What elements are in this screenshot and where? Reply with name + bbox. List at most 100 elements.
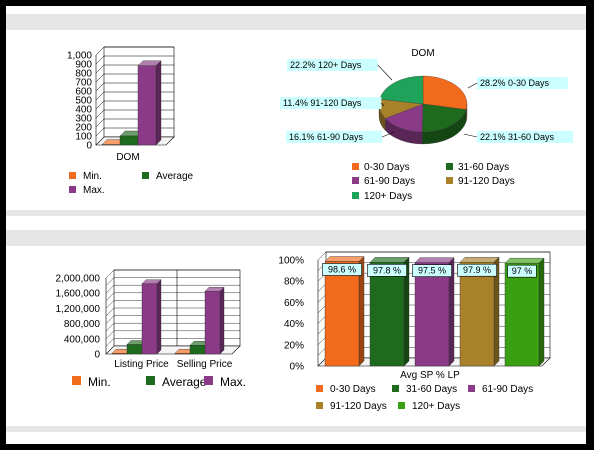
chart2-legend-swatch <box>446 177 453 184</box>
chart3-gridline <box>105 323 240 332</box>
chart2-legend-label: 0-30 Days <box>364 162 410 173</box>
chart3-x-tick: Listing Price <box>114 359 169 370</box>
chart3-gridline <box>105 315 240 324</box>
chart4-bar-top <box>324 256 365 262</box>
chart2-legend-swatch <box>352 192 359 199</box>
chart3-gridline <box>105 292 240 301</box>
chart1-bar-front <box>137 65 157 146</box>
chart4-legend-label: 31-60 Days <box>406 384 457 395</box>
chart3-legend-label: Average <box>162 375 207 389</box>
chart4-bar <box>414 257 455 367</box>
chart4-bar <box>459 256 500 367</box>
chart3-gridline <box>105 300 240 309</box>
chart4-bar-front <box>459 262 495 367</box>
chart2-legend-label: 120+ Days <box>364 191 412 202</box>
chart3-gridline <box>105 330 240 339</box>
chart1-y-tick: 200 <box>75 123 92 134</box>
chart2-callout-line <box>377 64 393 81</box>
chart1-bar-side <box>155 60 162 146</box>
chart4-y-tick: 0% <box>290 362 305 373</box>
chart1-y-tick: 0 <box>86 141 92 152</box>
chart3-legend-swatch <box>204 376 213 385</box>
chart2-callout-box <box>477 77 568 89</box>
chart3-y-tick: 2,000,000 <box>56 274 101 285</box>
chart4-bar-front <box>369 262 405 367</box>
chart4-bar-top <box>459 257 500 263</box>
chart4-x-tick: Avg SP % LP <box>400 370 460 381</box>
chart4-y-tick: 80% <box>284 277 304 288</box>
chart2-legend-label: 91-120 Days <box>458 176 515 187</box>
chart4-value-label: 97.9 % <box>463 265 491 275</box>
chart3-legend-label: Max. <box>220 375 246 389</box>
chart4-value-label: 98.6 % <box>328 264 356 274</box>
chart4-bar-front <box>504 262 540 367</box>
chart3-y-tick: 400,000 <box>64 334 101 345</box>
chart4-value-box <box>507 264 537 278</box>
chart4-gridline <box>317 251 550 261</box>
chart4-legend-label: 91-120 Days <box>330 401 387 412</box>
chart4-bar-top <box>369 257 410 263</box>
chart1-legend-label: Min. <box>83 171 102 182</box>
chart4-legend-label: 120+ Days <box>412 401 460 412</box>
chart3-x-tick: Selling Price <box>177 359 233 370</box>
chart2-legend-label: 31-60 Days <box>458 162 509 173</box>
chart3-gridline <box>105 277 240 286</box>
chart3-bar-front <box>111 353 128 355</box>
chart2-legend-swatch <box>352 163 359 170</box>
report-frame: 0 100 200 300 400 500 600 700 800 900 1,000 DOM Min.… <box>5 5 587 445</box>
chart2-callout-label: 22.1% 31-60 Days <box>480 132 555 142</box>
chart1-bar <box>137 60 162 146</box>
chart3-bar-front <box>189 345 206 355</box>
chart2-callout-label: 28.2% 0-30 Days <box>480 78 550 88</box>
chart3-bar-side <box>219 286 225 355</box>
chart3-bar-front <box>126 344 143 355</box>
chart4-bar <box>504 257 545 367</box>
chart1-y-tick: 100 <box>75 132 92 143</box>
chart1-y-tick: 400 <box>75 105 92 116</box>
chart2-callout-label: 11.4% 91-120 Days <box>283 98 362 108</box>
chart3-legend-label: Min. <box>88 375 111 389</box>
chart3-y-tick: 1,200,000 <box>56 304 101 315</box>
chart4-legend-swatch <box>316 402 323 409</box>
chart4-value-box <box>367 264 407 277</box>
charts-canvas: 01002003004005006007008009001,000DOMMin.… <box>56 46 574 412</box>
chart4-legend-swatch <box>398 402 405 409</box>
chart3-gridline <box>105 269 240 279</box>
chart4-y-tick: 20% <box>284 340 304 351</box>
chart3-bar <box>141 279 162 355</box>
chart2-slice <box>379 75 424 105</box>
chart4-bar-top <box>414 257 455 263</box>
chart4-value-label: 97.5 % <box>418 266 446 276</box>
chart2-callout-box <box>477 131 574 143</box>
section-band-divider-2 <box>6 426 586 432</box>
chart1-legend-swatch <box>69 172 76 179</box>
chart4-bar-front <box>414 262 450 367</box>
chart3-gridline <box>105 285 240 294</box>
chart4-bar <box>324 256 365 367</box>
chart4-value-label: 97.8 % <box>373 265 401 275</box>
chart3-y-tick: 800,000 <box>64 319 101 330</box>
chart2-slice <box>422 75 468 110</box>
chart2-slice <box>385 103 424 133</box>
chart2-slice <box>422 103 467 133</box>
chart3-y-tick: 0 <box>94 350 100 361</box>
chart1-legend-swatch <box>69 186 76 193</box>
chart4-value-box <box>322 263 362 276</box>
chart1-y-tick: 1,000 <box>67 51 92 62</box>
chart3-legend-swatch <box>72 376 81 385</box>
chart1-y-tick: 900 <box>75 60 92 71</box>
chart3-y-tick: 1,600,000 <box>56 289 101 300</box>
chart2-callout-box <box>286 131 383 143</box>
chart4-legend-label: 0-30 Days <box>330 384 376 395</box>
chart4-bar-front <box>324 261 360 367</box>
chart1-legend-label: Max. <box>83 185 105 196</box>
chart3-bar-front <box>174 353 191 355</box>
chart1-y-tick: 300 <box>75 114 92 125</box>
chart2-callout-line <box>381 102 385 107</box>
chart3-bar-front <box>204 291 221 355</box>
chart2-legend-swatch <box>352 177 359 184</box>
chart4-value-label: 97 % <box>512 266 533 276</box>
chart3-bar-front <box>141 283 158 355</box>
chart1-y-tick: 600 <box>75 87 92 98</box>
chart3-bar-side <box>156 279 162 355</box>
